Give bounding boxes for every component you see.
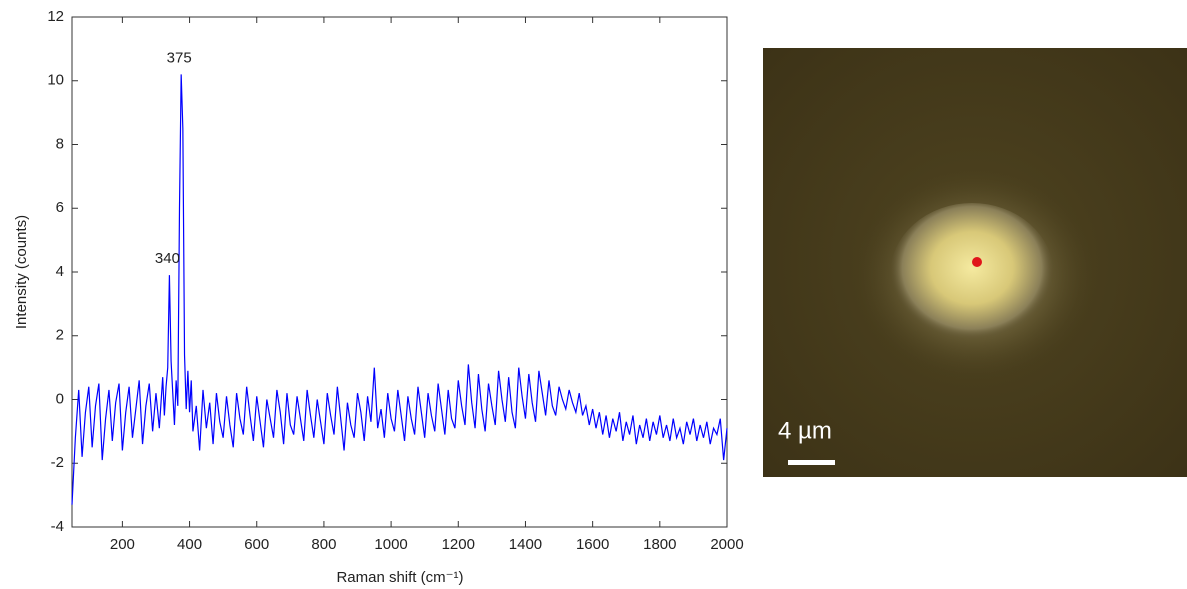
- x-tick-label: 800: [311, 536, 336, 553]
- y-tick-label: 2: [56, 327, 64, 344]
- y-tick-label: 0: [56, 390, 64, 407]
- y-tick-label: 10: [47, 72, 64, 89]
- x-tick-label: 1000: [374, 536, 407, 553]
- x-axis-label: Raman shift (cm⁻¹): [336, 569, 463, 586]
- x-tick-label: 400: [177, 536, 202, 553]
- peak-annotation: 340: [155, 250, 180, 267]
- x-tick-label: 1400: [509, 536, 542, 553]
- y-tick-label: 4: [56, 263, 64, 280]
- sample-particle: [890, 203, 1054, 347]
- x-tick-label: 2000: [710, 536, 743, 553]
- x-tick-label: 600: [244, 536, 269, 553]
- x-tick-label: 200: [110, 536, 135, 553]
- y-tick-label: -4: [51, 518, 64, 535]
- x-tick-label: 1200: [442, 536, 475, 553]
- y-tick-label: 6: [56, 199, 64, 216]
- y-tick-label: -2: [51, 454, 64, 471]
- scale-bar: [788, 460, 835, 465]
- y-axis-label: Intensity (counts): [13, 215, 30, 329]
- spectrum-line: [71, 74, 728, 505]
- y-tick-label: 8: [56, 135, 64, 152]
- x-tick-label: 1800: [643, 536, 676, 553]
- peak-annotation: 375: [167, 49, 192, 66]
- plot-frame: [71, 16, 728, 528]
- y-tick-label: 12: [47, 8, 64, 25]
- x-tick-label: 1600: [576, 536, 609, 553]
- scale-label: 4 µm: [778, 417, 832, 444]
- micrograph: 4 µm: [763, 48, 1187, 477]
- laser-spot: [972, 257, 982, 267]
